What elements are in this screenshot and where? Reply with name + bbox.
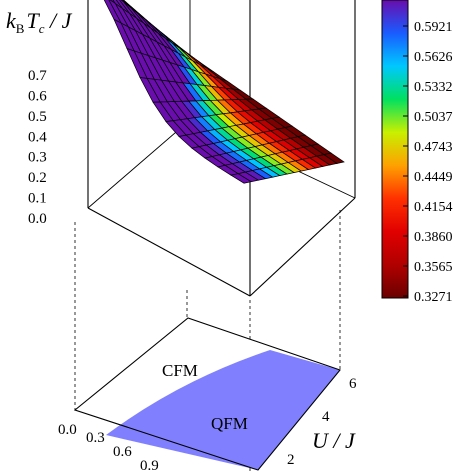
colorbar-tick-label: 0.3860 xyxy=(414,230,453,245)
z-tick-label: 0.2 xyxy=(28,170,47,186)
colorbar-tick-label: 0.3271 xyxy=(414,290,453,305)
z-tick-label: 0.4 xyxy=(28,129,47,145)
z-tick-labels: 0.0 0.1 0.2 0.3 0.4 0.5 0.6 0.7 xyxy=(28,68,47,227)
colorbar-tick-label: 0.4449 xyxy=(414,170,453,185)
u-tick-labels: 2 4 6 xyxy=(287,376,357,468)
floor-front-edge xyxy=(87,207,251,297)
z-axis-label: kBTc / J xyxy=(6,8,73,36)
surface-mesh xyxy=(103,0,345,184)
colorbar-tick-label: 0.4743 xyxy=(414,140,453,155)
z-tick-label: 0.6 xyxy=(28,88,47,104)
colorbar-tick-label: 0.4154 xyxy=(414,200,453,215)
colorbar: 0.5921 0.5626 0.5332 0.5037 0.4743 0.4449 0.41… xyxy=(381,0,453,305)
floor-right-edge xyxy=(249,197,356,297)
u-tick-label: 6 xyxy=(349,376,357,392)
base-plane-frame xyxy=(73,317,341,471)
z-tick-label: 0.3 xyxy=(28,150,47,166)
cfm-label: CFM xyxy=(162,361,198,380)
base-plane: CFM QFM 0.0 0.3 0.6 0.9 2 4 6 U / J xyxy=(58,317,357,474)
z-tick-label: 0.5 xyxy=(28,109,47,125)
colorbar-tick-label: 0.5921 xyxy=(414,20,453,35)
colorbar-tick-label: 0.5037 xyxy=(414,110,453,125)
u-tick-label: 2 xyxy=(287,452,295,468)
surface-cell xyxy=(230,173,253,184)
u-axis-label: U / J xyxy=(312,428,356,453)
u-tick-label: 4 xyxy=(322,409,330,425)
colorbar-labels: 0.5921 0.5626 0.5332 0.5037 0.4743 0.4449 0.41… xyxy=(403,20,453,305)
t-tick-label: 0.9 xyxy=(140,458,159,474)
z-tick-label: 0.0 xyxy=(28,211,47,227)
t-tick-label: 0.0 xyxy=(58,422,77,438)
t-tick-label: 0.3 xyxy=(86,430,105,446)
t-tick-labels: 0.0 0.3 0.6 0.9 xyxy=(58,422,159,474)
colorbar-gradient xyxy=(381,0,409,299)
qfm-label: QFM xyxy=(211,414,248,433)
colorbar-tick-label: 0.5626 xyxy=(414,50,453,65)
t-tick-label: 0.6 xyxy=(113,444,132,460)
z-tick-label: 0.1 xyxy=(28,191,47,207)
z-tick-label: 0.7 xyxy=(28,68,47,84)
colorbar-tick-label: 0.3565 xyxy=(414,260,453,275)
colorbar-tick-label: 0.5332 xyxy=(414,80,453,95)
qfm-region xyxy=(106,350,340,470)
